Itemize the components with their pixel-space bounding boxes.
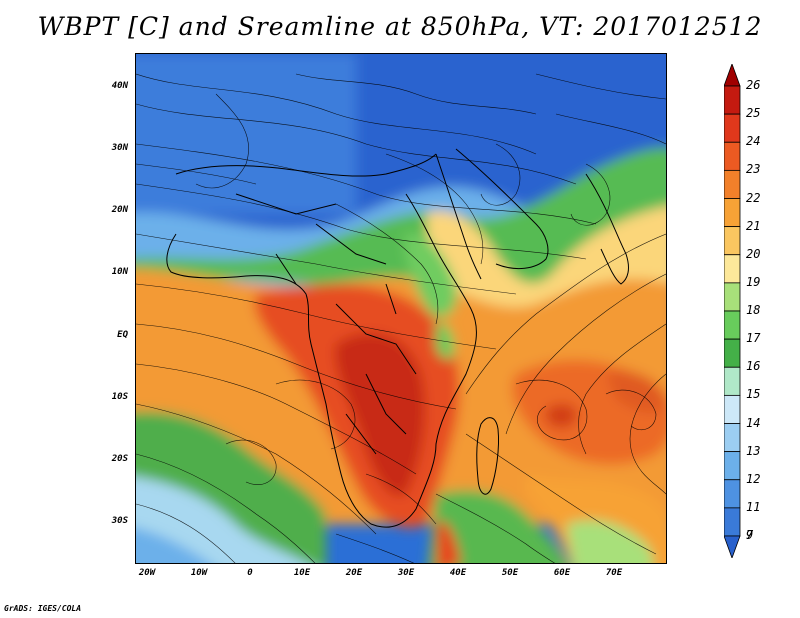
colorbar-label: 14: [746, 416, 761, 430]
colorbar-swatch: [724, 310, 741, 340]
colorbar-swatch: [724, 366, 741, 396]
colorbar-label: 18: [746, 303, 761, 317]
lat-label-40n: 40N: [111, 81, 128, 91]
colorbar-swatch: [724, 479, 741, 509]
colorbar-swatch: [724, 423, 741, 453]
wbpt-field: [136, 54, 666, 563]
colorbar-swatch: [724, 254, 741, 284]
colorbar-swatch: [724, 282, 741, 312]
lat-label-20s: 20S: [111, 454, 128, 464]
colorbar-label: 21: [746, 219, 761, 233]
colorbar-top-arrow: [724, 64, 741, 87]
lon-label-40e: 40E: [449, 568, 467, 578]
lon-label-10w: 10W: [190, 568, 208, 578]
colorbar-label: 24: [746, 134, 761, 148]
colorbar-swatch: [724, 141, 741, 171]
coastlines: [166, 148, 629, 528]
colorbar-label: 9: [746, 528, 754, 542]
colorbar-label: 26: [746, 78, 761, 92]
colorbar-label: 13: [746, 444, 761, 458]
lon-label-20w: 20W: [138, 568, 156, 578]
colorbar-label: 19: [746, 275, 761, 289]
colorbar-label: 11: [746, 500, 761, 514]
map-panel: [135, 53, 667, 564]
colorbar-swatch: [724, 451, 741, 481]
colorbar-label: 7: [746, 528, 754, 542]
colorbar-label: 23: [746, 162, 761, 176]
lon-label-0: 0: [247, 568, 253, 578]
lon-label-10e: 10E: [293, 568, 311, 578]
colorbar-label: 16: [746, 359, 761, 373]
colorbar-swatch: [724, 394, 741, 424]
lon-label-60e: 60E: [553, 568, 571, 578]
lon-label-70e: 70E: [605, 568, 623, 578]
colorbar-bottom-arrow: [724, 535, 741, 558]
colorbar-label: 20: [746, 247, 761, 261]
chart-title: WBPT [C] and Sreamline at 850hPa, VT: 20…: [37, 12, 763, 41]
colorbar-label: 15: [746, 387, 761, 401]
lon-label-50e: 50E: [501, 568, 519, 578]
colorbar-swatch: [724, 226, 741, 256]
colorbar-swatch: [724, 85, 741, 115]
colorbar-swatch: [724, 338, 741, 368]
colorbar-label: 25: [746, 106, 761, 120]
lon-label-30e: 30E: [397, 568, 415, 578]
streamlines: [136, 73, 666, 563]
colorbar-swatch: [724, 169, 741, 199]
colorbar-label: 12: [746, 472, 761, 486]
lat-label-10s: 10S: [111, 392, 128, 402]
colorbar: [724, 64, 741, 558]
lon-label-20e: 20E: [345, 568, 363, 578]
lat-label-20n: 20N: [111, 205, 128, 215]
colorbar-label: 22: [746, 191, 761, 205]
lat-label-30s: 30S: [111, 516, 128, 526]
colorbar-label: 17: [746, 331, 761, 345]
colorbar-swatch: [724, 507, 741, 537]
colorbar-swatch: [724, 113, 741, 143]
lat-label-10n: 10N: [111, 267, 128, 277]
colorbar-swatch: [724, 198, 741, 228]
lat-label-eq: EQ: [117, 330, 128, 340]
lat-label-30n: 30N: [111, 143, 128, 153]
footer-credit: GrADS: IGES/COLA: [4, 604, 82, 613]
